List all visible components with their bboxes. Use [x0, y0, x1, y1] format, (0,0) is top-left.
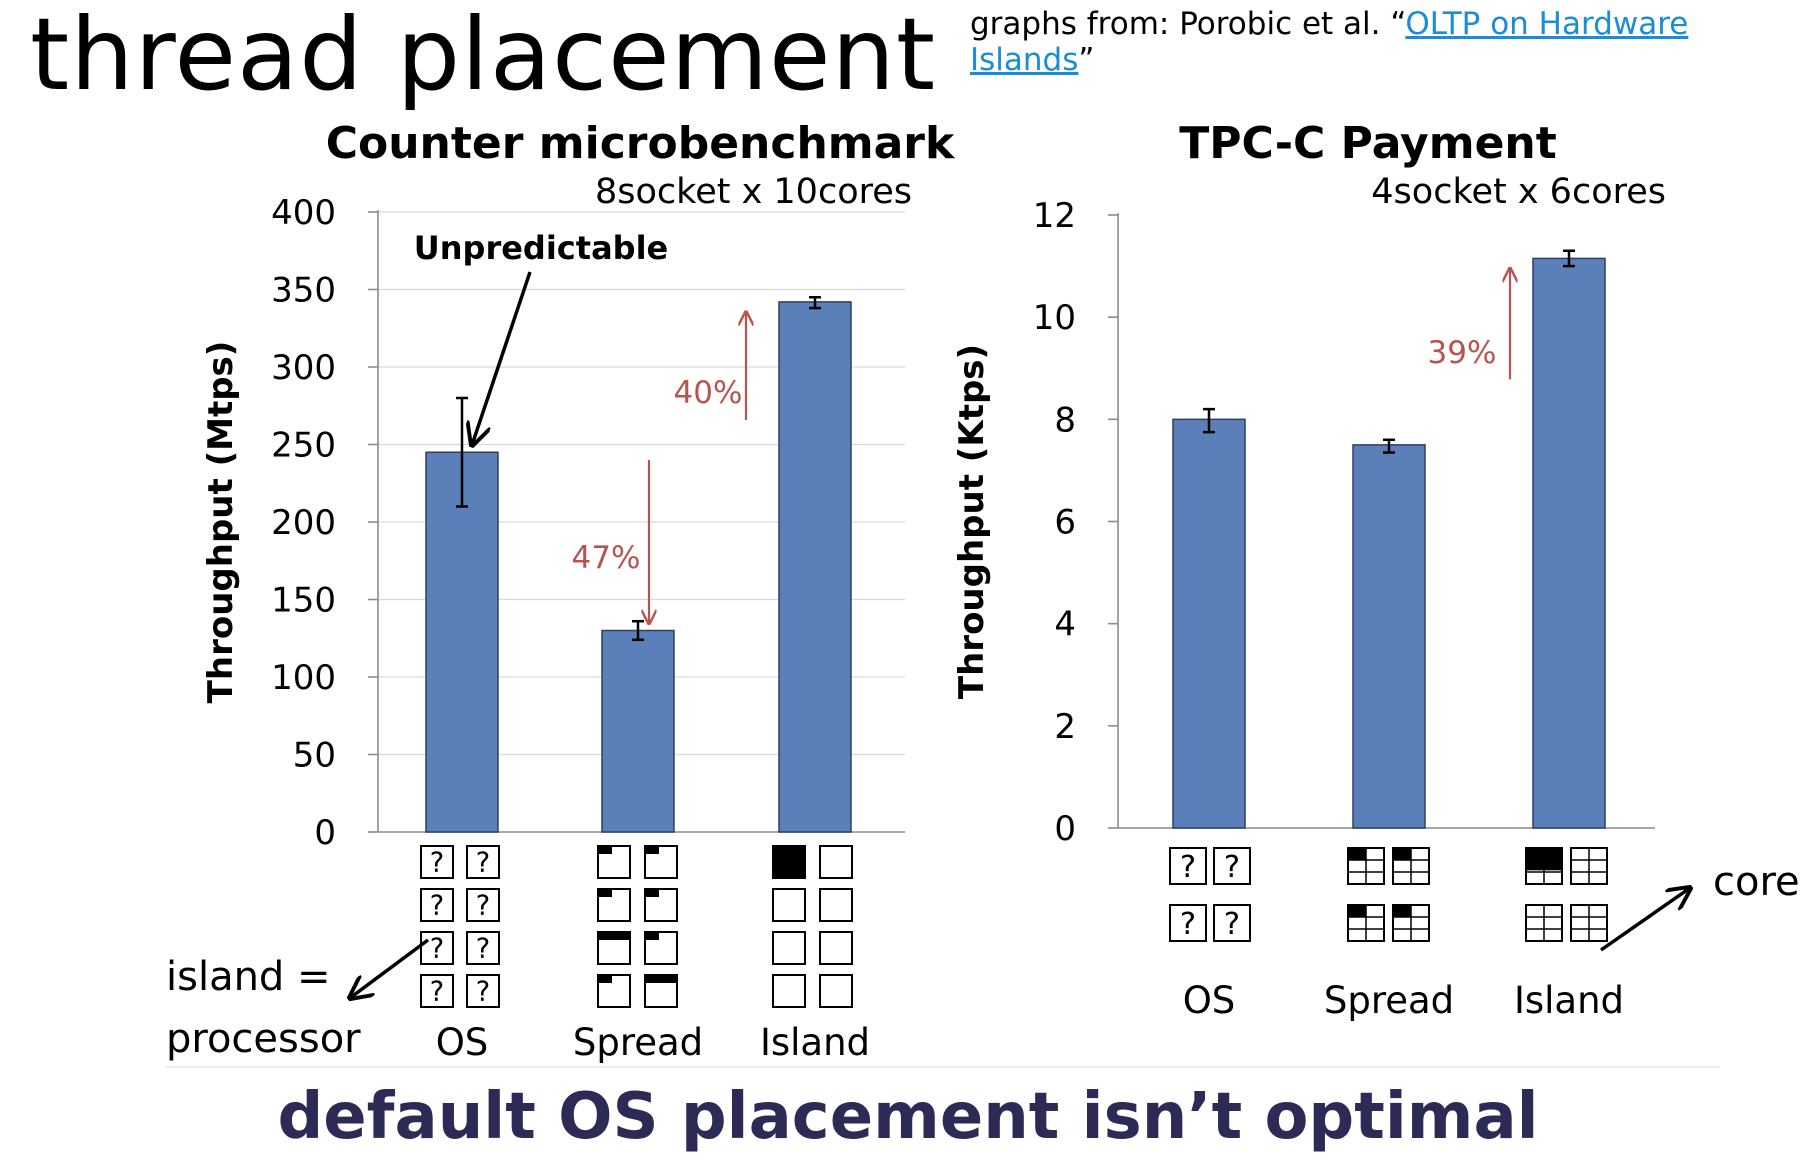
- chart1-ylabel: Throughput (Mtps): [201, 341, 241, 704]
- island-arrow: [350, 938, 430, 998]
- socket-os-c1: [420, 974, 454, 1008]
- core-label: core: [1713, 859, 1800, 905]
- chart1-ytick-label: 400: [271, 193, 336, 233]
- thread-marker-spread-c1: [598, 975, 612, 983]
- thread-marker-spread-c1: [598, 932, 630, 940]
- chart1-ytick-label: 50: [293, 736, 336, 776]
- chart2-ylabel: Throughput (Ktps): [952, 344, 992, 699]
- socket-os-c1: [466, 931, 500, 965]
- source-credit: graphs from: Porobic et al. “OLTP on Har…: [970, 6, 1816, 78]
- core-arrow: [1599, 888, 1690, 952]
- socket-os-c2: [1169, 904, 1207, 942]
- socket-spread-c2-threads: [1393, 905, 1411, 917]
- credit-prefix: graphs from: Porobic et al. “: [970, 6, 1406, 42]
- unpredictable-label: Unpredictable: [414, 229, 668, 267]
- chart1-bar-os: [425, 451, 499, 833]
- thread-marker-spread-c1: [598, 846, 612, 854]
- socket-os-c2-mark: ?: [1224, 907, 1240, 942]
- socket-os-c1: [466, 974, 500, 1008]
- socket-os-c1-mark: ?: [476, 891, 490, 922]
- thread-marker-spread-c1: [645, 889, 659, 897]
- chart1-change-label: 40%: [674, 375, 743, 411]
- chart2-ytick-label: 2: [1054, 707, 1076, 747]
- socket-os-c1-mark: ?: [476, 848, 490, 879]
- socket-os-c1-mark: ?: [476, 977, 490, 1008]
- chart1-ytick-label: 250: [271, 426, 336, 466]
- chart2-title: TPC-C Payment: [1179, 118, 1557, 169]
- chart1-ytick-label: 200: [271, 503, 336, 543]
- socket-os-c1-mark: ?: [430, 934, 444, 965]
- socket-os-c1-mark: ?: [476, 934, 490, 965]
- unpredictable-arrow: [472, 271, 532, 445]
- chart2-category-label: Spread: [1324, 979, 1454, 1022]
- chart2-bar-island: [1532, 257, 1606, 829]
- socket-os-c1: [466, 888, 500, 922]
- chart1-category-label: OS: [436, 1021, 489, 1064]
- socket-spread-c2-threads: [1348, 848, 1366, 860]
- socket-island-c1: [819, 888, 853, 922]
- island-label-line1: island =: [166, 954, 331, 1000]
- thread-marker-spread-c1: [645, 932, 659, 940]
- chart2-ytick-label: 8: [1054, 400, 1076, 440]
- chart1-subtitle: 8socket x 10cores: [595, 172, 912, 212]
- thread-marker-spread-c1: [645, 975, 677, 983]
- chart1-ytick-label: 100: [271, 658, 336, 698]
- credit-suffix: ”: [1078, 42, 1095, 78]
- socket-os-c2-mark: ?: [1180, 850, 1196, 885]
- socket-island-c1: [819, 974, 853, 1008]
- chart2-bar-spread: [1352, 444, 1426, 829]
- chart2-ytick-label: 12: [1033, 196, 1076, 236]
- chart2-category-label: Island: [1514, 979, 1624, 1022]
- chart1-change-label: 47%: [572, 540, 641, 576]
- chart2-category-label: OS: [1183, 979, 1236, 1022]
- socket-os-c1: [466, 845, 500, 879]
- chart2-ytick-label: 4: [1054, 605, 1076, 645]
- socket-spread-c2-threads: [1393, 848, 1411, 860]
- chart1-title: Counter microbenchmark: [326, 118, 956, 169]
- chart2-subtitle: 4socket x 6cores: [1371, 172, 1666, 212]
- paper-link[interactable]: OLTP on Hardware Islands: [970, 6, 1689, 78]
- socket-island-c1: [819, 931, 853, 965]
- chart1-category-label: Spread: [573, 1021, 703, 1064]
- chart1-category-label: Island: [760, 1021, 870, 1064]
- chart2-change-label: 39%: [1428, 335, 1497, 371]
- socket-spread-c2-threads: [1348, 905, 1366, 917]
- socket-os-c2-mark: ?: [1180, 907, 1196, 942]
- socket-os-c2: [1169, 847, 1207, 885]
- island-label-line2: processor: [166, 1016, 361, 1062]
- chart1-ytick-label: 0: [314, 813, 336, 853]
- socket-island-c1: [772, 888, 806, 922]
- chart1-bar-spread: [601, 629, 675, 833]
- socket-island-c1: [819, 845, 853, 879]
- socket-os-c2: [1213, 847, 1251, 885]
- chart2-ytick-label: 0: [1054, 809, 1076, 849]
- socket-island-c1: [772, 931, 806, 965]
- socket-os-c2: [1213, 904, 1251, 942]
- chart2-ytick-label: 6: [1054, 503, 1076, 543]
- chart1-ytick-label: 150: [271, 581, 336, 621]
- socket-os-c1: [420, 888, 454, 922]
- socket-island-c1: [772, 845, 806, 879]
- socket-os-c2-mark: ?: [1224, 850, 1240, 885]
- socket-os-c1-mark: ?: [430, 891, 444, 922]
- chart1-ytick-label: 300: [271, 348, 336, 388]
- socket-island-c1: [772, 974, 806, 1008]
- chart2-ytick-label: 10: [1033, 298, 1076, 338]
- thread-marker-spread-c1: [598, 889, 612, 897]
- socket-os-c1-mark: ?: [430, 977, 444, 1008]
- chart1-bar-island: [778, 301, 852, 833]
- socket-os-c1: [420, 845, 454, 879]
- slide-title: thread placement: [30, 0, 937, 113]
- chart1-ytick-label: 350: [271, 271, 336, 311]
- thread-marker-spread-c1: [645, 846, 659, 854]
- socket-os-c1: [420, 931, 454, 965]
- bottom-message: default OS placement isn’t optimal: [277, 1080, 1539, 1154]
- socket-os-c1-mark: ?: [430, 848, 444, 879]
- chart2-bar-os: [1172, 418, 1246, 829]
